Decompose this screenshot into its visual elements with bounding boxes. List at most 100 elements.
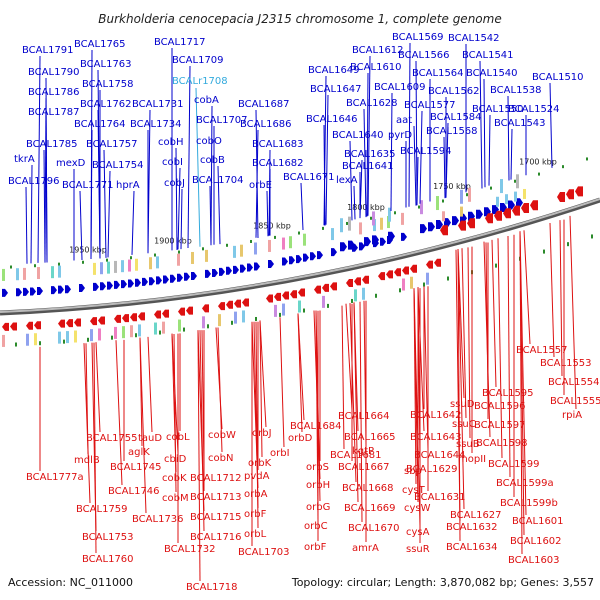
forward-gene-label: BCAL1758 — [82, 79, 134, 90]
ruler-tick — [490, 186, 492, 190]
reverse-gene-arrow — [154, 310, 161, 319]
feature-block — [2, 334, 5, 347]
feature-block — [233, 245, 236, 258]
feature-block — [58, 331, 61, 344]
feature-block — [348, 216, 351, 231]
reverse-gene-arrow — [178, 307, 185, 316]
reverse-gene-leader — [353, 302, 359, 503]
forward-gene-leader — [175, 147, 178, 250]
forward-gene-label: BCAL1569 — [392, 32, 444, 43]
feature-block — [90, 329, 93, 342]
reverse-gene-arrow — [314, 285, 321, 294]
reverse-gene-arrow — [186, 306, 193, 315]
reverse-gene-leader — [519, 232, 523, 555]
forward-gene-leader — [107, 170, 111, 258]
forward-gene-label: BCAL1577 — [404, 100, 456, 111]
feature-block — [303, 233, 306, 246]
feature-block — [331, 228, 334, 241]
forward-gene-arrow — [149, 277, 155, 286]
reverse-gene-arrow — [74, 318, 81, 327]
reverse-gene-arrow — [298, 288, 305, 297]
forward-gene-label: BCAL1568 — [426, 126, 478, 137]
ruler-tick — [207, 324, 209, 329]
feature-block — [282, 237, 285, 250]
reverse-gene-arrow — [575, 186, 583, 197]
reverse-gene-arrow — [274, 292, 281, 301]
reverse-gene-label: BCAL1643 — [410, 432, 462, 443]
forward-gene-leader — [415, 60, 418, 206]
feature-block — [156, 256, 159, 269]
feature-block — [460, 189, 463, 204]
reverse-gene-label: amrA — [352, 543, 379, 554]
ruler-tick — [183, 327, 185, 332]
ruler-tick — [423, 282, 425, 287]
reverse-gene-leader — [423, 286, 429, 450]
forward-gene-leader — [255, 129, 259, 238]
forward-gene-leader — [90, 129, 93, 260]
reverse-gene-label: BCAL1718 — [186, 582, 238, 593]
feature-block — [436, 196, 439, 211]
reverse-gene-label: orbF — [244, 509, 267, 520]
reverse-gene-arrow — [410, 264, 417, 273]
feature-block — [401, 212, 404, 225]
reverse-gene-arrow — [290, 290, 297, 299]
reverse-gene-leader — [483, 241, 491, 438]
reverse-gene-arrow — [402, 266, 409, 275]
reverse-gene-label: orbK — [248, 458, 272, 469]
reverse-gene-arrow — [266, 294, 273, 303]
feature-block — [34, 333, 37, 346]
reverse-gene-leader — [217, 327, 223, 453]
feature-block — [274, 304, 277, 317]
reverse-gene-label: BCAL1745 — [110, 462, 162, 473]
ruler-tick — [202, 247, 204, 251]
feature-block — [359, 222, 362, 235]
reverse-gene-leader — [549, 222, 555, 358]
reverse-gene-leader — [255, 321, 259, 529]
feature-block — [107, 261, 110, 274]
reverse-gene-label: BCAL1755 — [86, 433, 138, 444]
feature-block — [410, 276, 413, 289]
topology-text: Topology: circular; Length: 3,870,082 bp… — [291, 576, 594, 589]
forward-gene-arrow — [380, 237, 386, 246]
forward-gene-leader — [103, 149, 107, 258]
forward-gene-label: BCAL1671 — [283, 172, 335, 183]
feature-block — [135, 258, 138, 271]
forward-gene-leader — [488, 114, 491, 186]
forward-gene-leader — [349, 140, 353, 221]
reverse-gene-label: orbI — [270, 448, 290, 459]
reverse-gene-leader — [341, 305, 345, 450]
forward-gene-label: BCAL1763 — [80, 59, 132, 70]
reverse-gene-leader — [115, 340, 123, 486]
reverse-gene-label: BCAL1760 — [82, 554, 134, 565]
forward-gene-label: BCAL1764 — [74, 119, 126, 130]
reverse-gene-arrow — [386, 270, 393, 279]
reverse-gene-label: BCAL1599a — [496, 478, 554, 489]
forward-gene-label: BCAL1731 — [132, 99, 184, 110]
reverse-gene-label: BCAL1555 — [550, 396, 600, 407]
backbone-highlight — [0, 198, 600, 313]
feature-block — [23, 267, 26, 280]
reverse-gene-label: BCAL1634 — [446, 542, 498, 553]
reverse-gene-leader — [197, 330, 201, 582]
forward-gene-label: BCAL1707 — [196, 115, 248, 126]
ruler-tick — [106, 258, 108, 262]
forward-gene-leader — [549, 82, 553, 168]
forward-gene-label: BCAL1791 — [22, 45, 74, 56]
reverse-gene-leader — [491, 239, 497, 388]
forward-gene-leader — [483, 78, 486, 188]
reverse-gene-label: BCAL1601 — [512, 516, 564, 527]
forward-gene-label: BCAL1628 — [346, 98, 398, 109]
reverse-gene-leader — [457, 249, 461, 542]
forward-gene-leader — [325, 94, 329, 225]
reverse-gene-arrow — [282, 291, 289, 300]
feature-block — [254, 242, 257, 255]
feature-block — [387, 216, 390, 229]
forward-gene-label: BCAL1646 — [306, 114, 358, 125]
ruler-tick — [58, 262, 60, 266]
forward-gene-arrow — [364, 237, 371, 247]
forward-gene-arrow — [388, 231, 395, 241]
forward-gene-label: BCAL1610 — [350, 62, 402, 73]
forward-gene-arrow — [452, 216, 459, 226]
feature-block — [240, 244, 243, 257]
ruler-tick — [418, 205, 420, 209]
